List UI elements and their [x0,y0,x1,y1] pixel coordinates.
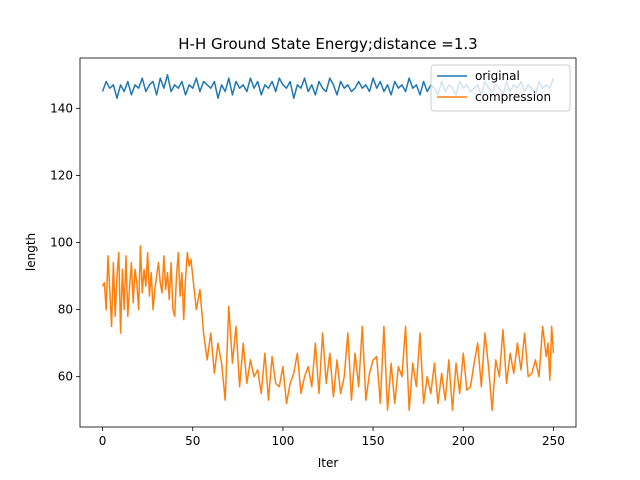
x-tick-label: 150 [362,434,385,448]
legend-label-compression: compression [475,90,551,104]
series-line-compression [101,245,555,411]
y-tick-label: 80 [58,303,73,317]
y-tick-label: 60 [58,370,73,384]
x-tick-label: 250 [542,434,565,448]
legend-label-original: original [475,69,520,83]
y-tick-label: 140 [50,101,73,115]
x-tick-label: 200 [452,434,475,448]
y-axis-label: length [24,233,38,271]
x-tick-label: 0 [99,434,107,448]
chart-title: H-H Ground State Energy;distance =1.3 [178,35,477,53]
x-axis-label: Iter [318,456,339,470]
axes: 0 50 100 150 200 250 60 80 100 120 140 [50,57,577,448]
plot-area [101,74,555,411]
y-tick-label: 100 [50,236,73,250]
legend: original compression [430,64,571,112]
x-tick-label: 100 [271,434,294,448]
y-tick-label: 120 [50,168,73,182]
x-tick-label: 50 [185,434,200,448]
